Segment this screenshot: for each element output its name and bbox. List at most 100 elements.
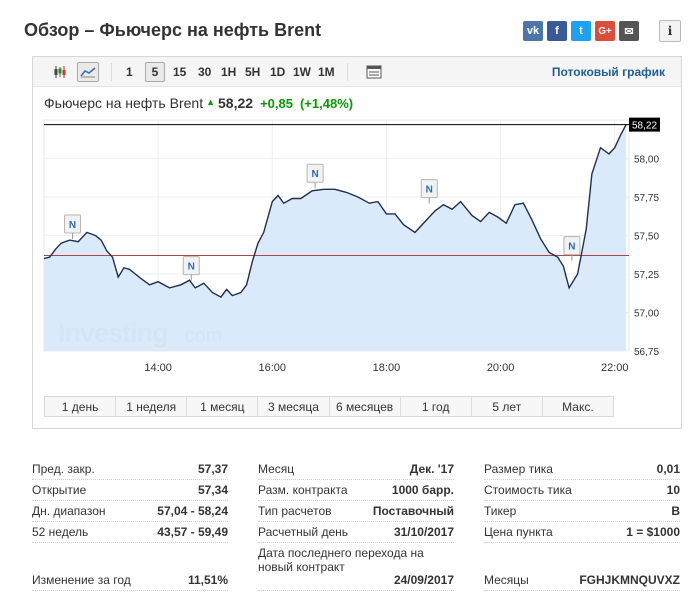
stat-row: Открытие 57,34 <box>32 480 228 501</box>
news-marker-label: N <box>69 220 76 231</box>
stat-row: Месяцы FGHJKMNQUVXZ <box>484 570 680 591</box>
stat-row: Пред. закр. 57,37 <box>32 459 228 480</box>
range-1y[interactable]: 1 год <box>401 397 472 416</box>
stat-label: Тип расчетов <box>258 504 332 518</box>
candles-icon[interactable] <box>49 62 71 82</box>
news-marker-label: N <box>311 169 318 180</box>
area-chart-icon[interactable] <box>77 62 99 82</box>
interval-1d[interactable]: 1D <box>270 65 286 79</box>
x-tick-label: 20:00 <box>487 362 515 374</box>
news-marker <box>306 163 324 183</box>
interval-1h[interactable]: 1H <box>221 65 237 79</box>
stat-label: 52 недель <box>32 525 89 539</box>
stat-row: Дн. диапазон 57,04 - 58,24 <box>32 501 228 522</box>
chart-toolbar: 1 5 15 30 1H 5H 1D 1W 1M Потоковый графи… <box>33 57 681 87</box>
streaming-chart-link[interactable]: Потоковый график <box>551 65 665 79</box>
range-1w[interactable]: 1 неделя <box>116 397 188 416</box>
stat-label: Разм. контракта <box>258 483 348 497</box>
x-tick-label: 18:00 <box>373 362 401 374</box>
interval-1[interactable]: 1 <box>126 65 133 79</box>
stat-row: Разм. контракта 1000 барр. <box>258 480 454 501</box>
stat-row: 52 недель 43,57 - 59,49 <box>32 522 228 543</box>
up-arrow-icon: ▲ <box>206 97 216 107</box>
stat-row: Дата последнего перехода на новый контра… <box>258 543 454 591</box>
stat-label: Расчетный день <box>258 525 349 539</box>
twitter-share-icon[interactable]: t <box>571 21 591 41</box>
news-marker-label: N <box>568 242 575 253</box>
table-view-icon[interactable] <box>363 62 385 82</box>
stat-value: FGHJKMNQUVXZ <box>579 573 680 587</box>
x-tick-label: 16:00 <box>259 362 287 374</box>
stat-label: Размер тика <box>484 462 553 476</box>
price-change: +0,85 <box>260 96 293 111</box>
stat-label: Дата последнего перехода на новый контра… <box>258 546 424 574</box>
range-selector: 1 день 1 неделя 1 месяц 3 месяца 6 месяц… <box>44 396 614 417</box>
stat-value: Поставочный <box>372 504 454 518</box>
stat-row: Месяц Дек. '17 <box>258 459 454 480</box>
toolbar-divider <box>111 63 112 81</box>
interval-1m[interactable]: 1M <box>318 65 335 79</box>
stat-value: 24/09/2017 <box>393 573 454 587</box>
stat-label: Дн. диапазон <box>32 504 106 518</box>
y-tick-label: 56,75 <box>634 347 659 358</box>
stat-label: Стоимость тика <box>484 483 572 497</box>
stat-label: Изменение за год <box>32 573 131 587</box>
stat-row: Расчетный день 31/10/2017 <box>258 522 454 543</box>
stat-value: 11,51% <box>187 573 228 587</box>
mail-share-icon[interactable]: ✉ <box>619 21 639 41</box>
news-marker <box>563 236 581 256</box>
last-price: 58,22 <box>218 95 254 111</box>
news-marker-label: N <box>188 262 195 273</box>
range-3m[interactable]: 3 месяца <box>258 397 330 416</box>
stat-row: Цена пункта 1 = $1000 <box>484 522 680 543</box>
interval-5[interactable]: 5 <box>145 62 165 82</box>
google-plus-share-icon[interactable]: G+ <box>595 21 615 41</box>
news-marker <box>64 214 82 234</box>
price-change-percent: (+1,48%) <box>299 96 354 111</box>
range-max[interactable]: Макс. <box>562 399 594 414</box>
interval-30[interactable]: 30 <box>198 65 212 79</box>
news-marker <box>420 179 438 199</box>
interval-5h[interactable]: 5H <box>245 65 261 79</box>
price-area-fill <box>44 124 627 351</box>
range-6m[interactable]: 6 месяцев <box>330 397 401 416</box>
y-tick-label: 57,50 <box>634 232 659 243</box>
stat-label: Месяц <box>258 462 295 476</box>
stat-value: 31/10/2017 <box>393 525 454 539</box>
stat-row: Стоимость тика 10 <box>484 480 680 501</box>
range-1d[interactable]: 1 день <box>45 397 117 416</box>
price-chart: 56,75 57,00 57,25 57,50 57,75 58,00 14:00 16:00… <box>43 117 660 374</box>
news-marker <box>182 256 200 276</box>
stat-label: Пред. закр. <box>32 462 95 476</box>
stat-value: 57,04 - 58,24 <box>157 504 228 518</box>
stat-value: 10 <box>666 483 680 497</box>
x-tick-label: 22:00 <box>601 362 629 374</box>
news-marker-label: N <box>426 185 433 196</box>
stat-row: Тикер B <box>484 501 680 522</box>
y-tick-label: 58,00 <box>634 155 659 166</box>
y-tick-label: 57,75 <box>634 193 659 204</box>
stat-value: Дек. '17 <box>409 462 454 476</box>
facebook-share-icon[interactable]: f <box>547 21 567 41</box>
range-1m[interactable]: 1 месяц <box>187 397 259 416</box>
info-button[interactable]: i <box>659 20 681 42</box>
stat-value: 0,01 <box>656 462 680 476</box>
stat-value: 1 = $1000 <box>626 525 680 539</box>
page-title: Обзор – Фьючерс на нефть Brent <box>24 20 322 40</box>
range-5y[interactable]: 5 лет <box>472 397 543 416</box>
x-tick-label: 14:00 <box>144 362 172 374</box>
share-bar: vk f t G+ ✉ <box>523 21 639 41</box>
interval-1w[interactable]: 1W <box>293 65 311 79</box>
vk-share-icon[interactable]: vk <box>523 21 543 41</box>
current-price-label: 58,22 <box>632 121 657 132</box>
stat-label: Цена пункта <box>484 525 553 539</box>
stat-label: Тикер <box>484 504 517 518</box>
stat-label: Открытие <box>32 483 87 497</box>
interval-15[interactable]: 15 <box>173 65 187 79</box>
current-price-tag <box>629 117 660 132</box>
stat-value: B <box>671 504 680 518</box>
stat-row: Тип расчетов Поставочный <box>258 501 454 522</box>
toolbar-divider <box>347 63 348 81</box>
stat-value: 57,37 <box>197 462 228 476</box>
price-line <box>43 124 627 299</box>
